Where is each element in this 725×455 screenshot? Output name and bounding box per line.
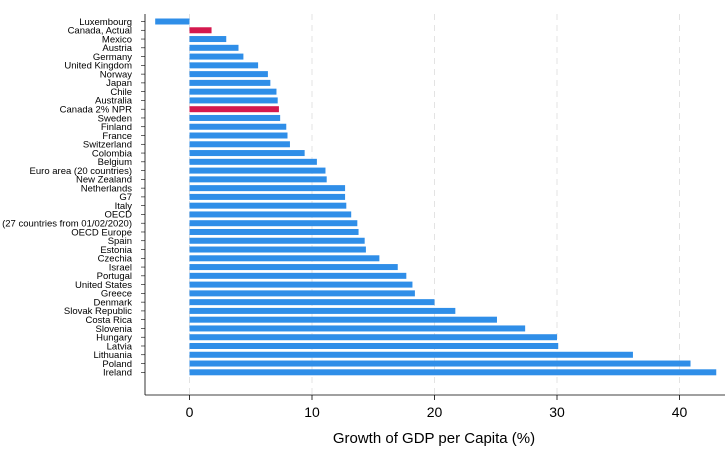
- category-label: Belgium: [98, 157, 132, 168]
- bar: [189, 123, 287, 130]
- bar: [189, 264, 398, 271]
- category-label: Germany: [93, 52, 132, 63]
- bar: [189, 255, 380, 262]
- bar: [189, 325, 526, 332]
- bar: [189, 211, 352, 218]
- bar: [189, 167, 326, 174]
- bar: [189, 342, 559, 349]
- x-tick-label: 20: [427, 404, 443, 420]
- category-label: Canada, Actual: [68, 26, 132, 37]
- category-label: Finland: [101, 122, 132, 133]
- bar: [189, 176, 327, 183]
- category-label: New Zealand: [76, 175, 132, 186]
- bar: [189, 360, 691, 367]
- bar: [189, 220, 358, 227]
- category-label: Greece: [101, 289, 132, 300]
- category-label: Colombia: [92, 148, 133, 159]
- category-label: Estonia: [100, 245, 132, 256]
- category-label: Italy: [115, 201, 133, 212]
- category-label: Mexico: [102, 34, 132, 45]
- category-label: Sweden: [98, 113, 132, 124]
- category-label: Slovak Republic: [64, 306, 132, 317]
- bar: [189, 36, 227, 43]
- category-label: G7: [119, 192, 132, 203]
- category-label: Israel: [109, 262, 132, 273]
- category-label: Costa Rica: [86, 315, 133, 326]
- bar: [189, 351, 633, 358]
- bar: [189, 27, 212, 34]
- category-label: Slovenia: [96, 324, 133, 335]
- category-label: Spain: [108, 236, 132, 247]
- bar: [189, 141, 290, 148]
- bar: [189, 272, 407, 279]
- bar: [189, 106, 279, 113]
- category-label: Austria: [102, 43, 132, 54]
- bar: [189, 62, 259, 69]
- bar: [189, 299, 435, 306]
- bar: [189, 88, 277, 95]
- category-label: Japan: [106, 78, 132, 89]
- bar: [189, 71, 268, 78]
- x-tick-label: 10: [304, 404, 320, 420]
- x-axis-title: Growth of GDP per Capita (%): [333, 430, 535, 447]
- bar: [189, 228, 359, 235]
- bar: [189, 97, 278, 104]
- category-label: Netherlands: [81, 183, 132, 194]
- bar: [189, 158, 317, 165]
- bar: [189, 150, 305, 157]
- bar: [189, 369, 717, 376]
- bar: [189, 334, 557, 341]
- category-label: Hungary: [96, 333, 132, 344]
- category-label: OECD: [105, 210, 133, 221]
- x-tick-label: 0: [186, 404, 194, 420]
- x-tick-label: 40: [672, 404, 688, 420]
- category-label: United States: [75, 280, 132, 291]
- bar: [189, 281, 413, 288]
- bar: [189, 44, 239, 51]
- category-label: Portugal: [97, 271, 132, 282]
- category-label: OECD Europe: [71, 227, 132, 238]
- category-label: Euro area (20 countries): [30, 166, 132, 177]
- bar: [189, 185, 346, 192]
- category-label: United Kingdom: [64, 61, 132, 72]
- bar: [189, 316, 497, 323]
- category-label: EU (27 countries from 01/02/2020): [0, 219, 132, 230]
- category-label: Canada 2% NPR: [60, 105, 132, 116]
- bar: [189, 132, 288, 139]
- category-label: Poland: [102, 359, 132, 370]
- bar: [189, 79, 271, 86]
- bar: [189, 246, 366, 253]
- category-label: Latvia: [107, 341, 133, 352]
- bar: [189, 237, 365, 244]
- x-tick-label: 30: [549, 404, 565, 420]
- bar: [189, 193, 346, 200]
- bar: [189, 53, 244, 60]
- bar: [189, 307, 456, 314]
- bar: [155, 18, 190, 25]
- category-label: Luxembourg: [79, 17, 132, 28]
- bars: [155, 18, 717, 376]
- category-label: Chile: [110, 87, 132, 98]
- category-label: Lithuania: [93, 350, 132, 361]
- category-label: Ireland: [103, 368, 132, 379]
- category-label: Czechia: [98, 254, 133, 265]
- x-ticks: 0 10 20 30 40: [186, 395, 688, 420]
- bar: [189, 202, 347, 209]
- bar: [189, 114, 281, 121]
- category-label: Australia: [95, 96, 133, 107]
- category-label: Norway: [100, 69, 132, 80]
- category-label: France: [102, 131, 132, 142]
- category-label: Switzerland: [83, 140, 132, 151]
- category-label: Denmark: [93, 297, 132, 308]
- bar: [189, 290, 415, 297]
